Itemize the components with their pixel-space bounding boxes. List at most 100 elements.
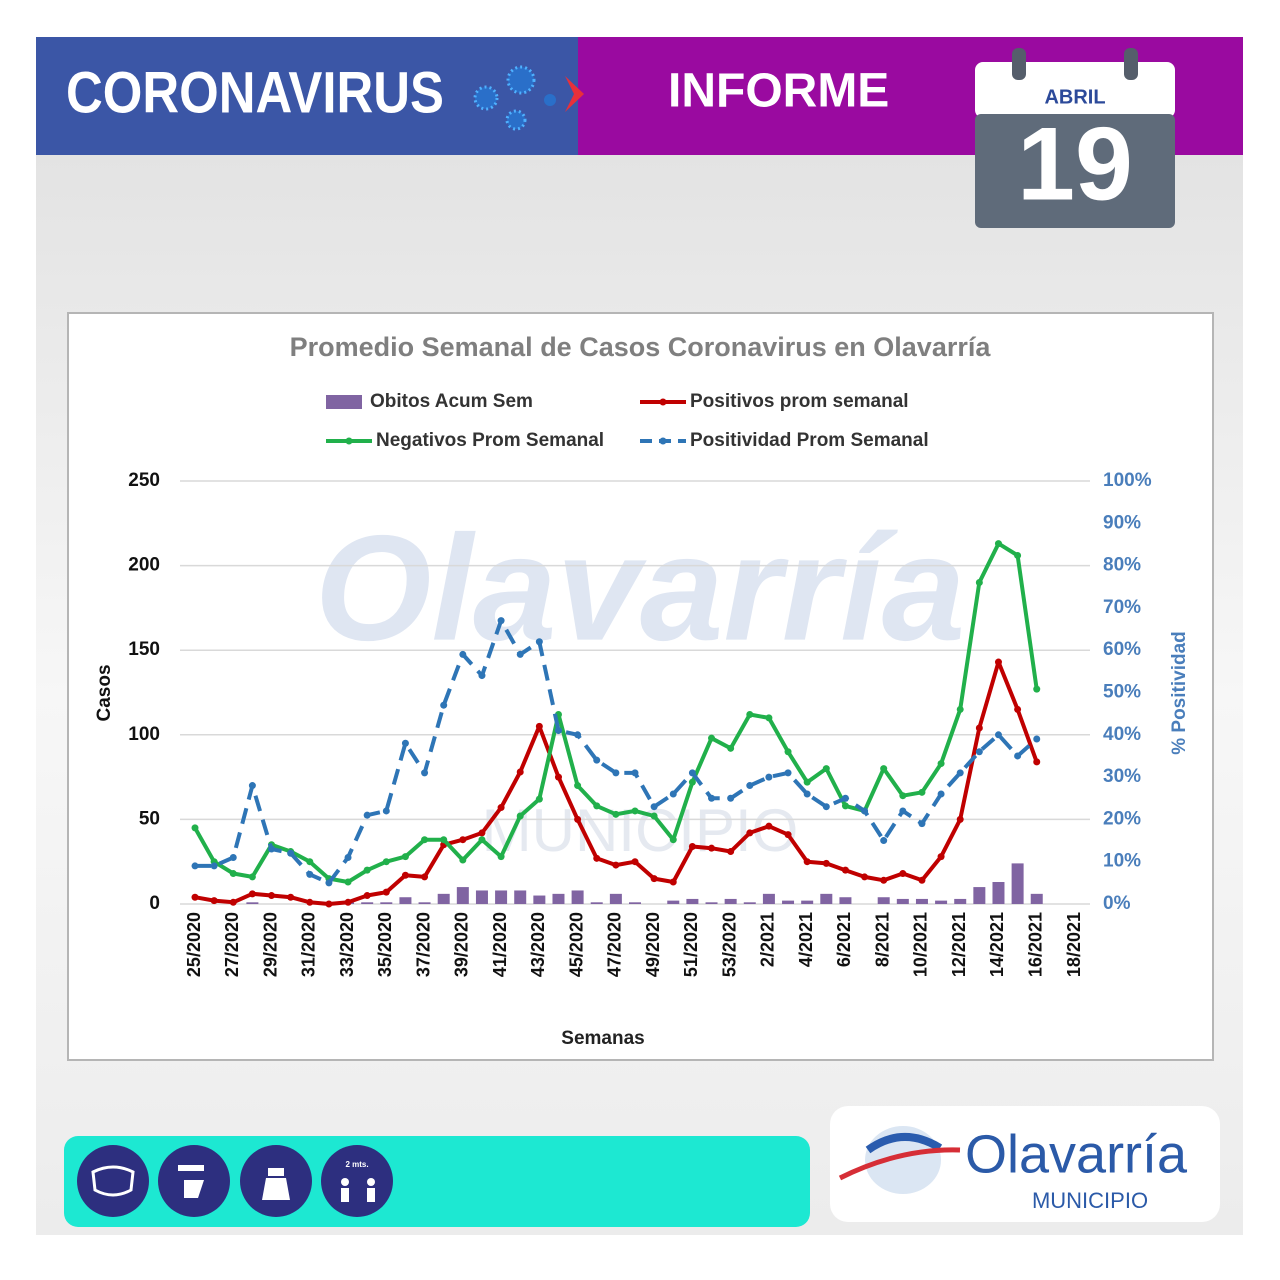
point <box>478 672 486 680</box>
point <box>803 790 811 798</box>
x-tick-label: 12/2021 <box>949 912 969 977</box>
point <box>612 810 620 818</box>
logo-name: Olavarría <box>965 1124 1188 1184</box>
legend-marker <box>659 437 667 445</box>
point <box>975 748 983 756</box>
x-tick-label: 35/2020 <box>375 912 395 977</box>
point <box>478 829 486 837</box>
point <box>497 853 505 861</box>
point <box>899 807 907 815</box>
x-tick-label: 2/2021 <box>758 912 778 967</box>
point <box>994 658 1002 666</box>
point <box>574 782 582 790</box>
bar <box>571 890 584 904</box>
point <box>401 871 409 879</box>
point <box>708 794 716 802</box>
distance-label: 2 mts. <box>345 1160 368 1169</box>
point <box>669 878 677 886</box>
point <box>899 792 907 800</box>
point <box>363 811 371 819</box>
y2-tick-label: 40% <box>1103 724 1141 745</box>
point <box>956 705 964 713</box>
bar <box>418 902 431 904</box>
point <box>363 892 371 900</box>
bar <box>475 890 488 904</box>
point <box>727 744 735 752</box>
point <box>708 844 716 852</box>
bar <box>495 890 508 904</box>
point <box>401 739 409 747</box>
point <box>746 829 754 837</box>
x-tick-label: 53/2020 <box>719 912 739 977</box>
x-tick-label: 8/2021 <box>872 912 892 967</box>
watermark-sub: MUNICIPIO <box>482 797 799 864</box>
x-tick-label: 16/2021 <box>1025 912 1045 977</box>
bar <box>705 902 718 904</box>
legend-marker <box>659 398 667 406</box>
bar <box>686 898 699 904</box>
point <box>554 773 562 781</box>
point <box>841 794 849 802</box>
bar <box>590 902 603 904</box>
x-tick-label: 37/2020 <box>413 912 433 977</box>
x-tick-label: 27/2020 <box>222 912 242 977</box>
y2-tick-label: 10% <box>1103 851 1141 872</box>
point <box>612 769 620 777</box>
point <box>841 802 849 810</box>
point <box>535 638 543 646</box>
y-tick-label: 150 <box>128 639 160 660</box>
x-tick-label: 49/2020 <box>643 912 663 977</box>
point <box>459 836 467 844</box>
point <box>975 579 983 587</box>
point <box>880 837 888 845</box>
watermark: Olavarría <box>315 504 965 672</box>
point <box>210 897 218 905</box>
point <box>229 870 237 878</box>
point <box>650 812 658 820</box>
point <box>822 859 830 867</box>
y-tick-label: 200 <box>128 555 160 576</box>
point <box>727 848 735 856</box>
y2-tick-label: 100% <box>1103 470 1152 491</box>
point <box>975 724 983 732</box>
point <box>306 858 314 866</box>
point <box>401 853 409 861</box>
y2-tick-label: 90% <box>1103 512 1141 533</box>
point <box>535 722 543 730</box>
point <box>765 822 773 830</box>
point <box>784 769 792 777</box>
x-tick-label: 6/2021 <box>834 912 854 967</box>
point <box>650 875 658 883</box>
point <box>822 803 830 811</box>
point <box>248 873 256 881</box>
point <box>803 858 811 866</box>
y-tick-label: 50 <box>139 808 160 829</box>
point <box>421 836 429 844</box>
point <box>382 807 390 815</box>
bar <box>667 900 680 904</box>
x-tick-label: 51/2020 <box>681 912 701 977</box>
point <box>650 803 658 811</box>
point <box>1033 758 1041 766</box>
point <box>191 824 199 832</box>
point <box>344 853 352 861</box>
point <box>574 815 582 823</box>
point <box>344 898 352 906</box>
y-tick-label: 100 <box>128 724 160 745</box>
bar <box>973 887 986 904</box>
bar <box>361 902 374 904</box>
point <box>229 853 237 861</box>
point <box>1033 685 1041 693</box>
x-tick-label: 18/2021 <box>1064 912 1084 977</box>
point <box>1014 551 1022 559</box>
legend-swatch <box>326 395 362 409</box>
point <box>688 778 696 786</box>
y2-tick-label: 20% <box>1103 808 1141 829</box>
virus-icons <box>473 65 584 131</box>
point <box>268 892 276 900</box>
header-report: INFORME <box>668 65 889 118</box>
calendar-month: ABRIL <box>1044 86 1105 108</box>
bar <box>743 902 756 904</box>
point <box>918 820 926 828</box>
legend-marker <box>345 437 353 445</box>
